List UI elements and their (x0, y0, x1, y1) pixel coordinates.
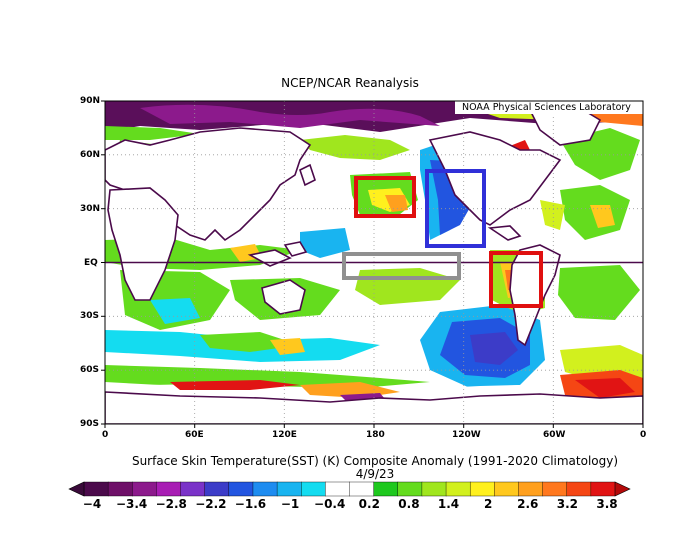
lat-lon-grid (105, 101, 643, 424)
colorbar-label: −1.6 (234, 497, 267, 511)
continent-outlines (105, 107, 643, 424)
lon-label: 120W (452, 430, 481, 440)
colorbar-cell (325, 481, 351, 497)
lon-label: 180 (366, 430, 385, 440)
colorbar-label: −3.4 (115, 497, 148, 511)
lon-label: 0 (102, 430, 109, 440)
colorbar-label: −2.8 (155, 497, 187, 511)
caption-title: Surface Skin Temperature(SST) (K) Compos… (131, 454, 619, 468)
colorbar-label: 0.2 (358, 497, 380, 511)
lat-label: 60S (80, 365, 100, 375)
colorbar-cell (301, 481, 326, 497)
lat-label: 30N (80, 204, 101, 214)
colorbar-label: −1 (280, 497, 300, 511)
colorbar-cell (566, 481, 592, 497)
colorbar-label: −2.2 (195, 497, 227, 511)
colorbar-label: 0.8 (398, 497, 420, 511)
caption-date: 4/9/23 (355, 467, 395, 481)
colorbar-cell (421, 481, 447, 497)
colorbar-cell (252, 481, 278, 497)
colorbar-label: 1.4 (437, 497, 460, 511)
equatorial-pacific-box (342, 252, 461, 280)
lat-label: 90N (80, 96, 101, 106)
colorbar-left-arrow (68, 481, 85, 497)
lat-label: 60N (80, 150, 101, 160)
lon-label: 60E (185, 430, 204, 440)
map-title: NCEP/NCAR Reanalysis (281, 76, 419, 90)
colorbar-cell (83, 481, 109, 497)
colorbar (68, 481, 631, 497)
colorbar-cell (228, 481, 254, 497)
colorbar-label: 3.8 (596, 497, 618, 511)
colorbar-cell (156, 481, 182, 497)
colorbar-cell (276, 481, 302, 497)
lat-label: 90S (80, 419, 100, 429)
axis-ticks (101, 100, 644, 428)
colorbar-cell (590, 481, 616, 497)
north-pacific-warm-box (354, 176, 416, 218)
colorbar-cell (445, 481, 471, 497)
colorbar-label: 3.2 (556, 497, 578, 511)
colorbar-cell (542, 481, 568, 497)
south-america-coast-warm-box (489, 251, 543, 308)
lon-label: 60W (543, 430, 566, 440)
colorbar-cell (518, 481, 544, 497)
colorbar-cell (180, 481, 206, 497)
colorbar-cell (494, 481, 519, 497)
colorbar-cell (132, 481, 157, 497)
colorbar-cell (373, 481, 399, 497)
lat-label: 30S (80, 311, 100, 321)
colorbar-cell (107, 481, 133, 497)
colorbar-cell (204, 481, 230, 497)
colorbar-right-arrow (614, 481, 631, 497)
colorbar-cell (469, 481, 495, 497)
colorbar-label: −4 (82, 497, 102, 511)
northeast-pacific-cool-box (425, 169, 486, 248)
lon-label: 0 (640, 430, 647, 440)
lat-label: EQ (84, 258, 98, 268)
colorbar-label: 2.6 (517, 497, 539, 511)
credit-label: NOAA Physical Sciences Laboratory (462, 102, 631, 113)
colorbar-cell (397, 481, 423, 497)
colorbar-cell (349, 481, 375, 497)
lon-label: 120E (272, 430, 297, 440)
colorbar-label: −0.4 (314, 497, 346, 511)
colorbar-label: 2 (483, 497, 493, 511)
